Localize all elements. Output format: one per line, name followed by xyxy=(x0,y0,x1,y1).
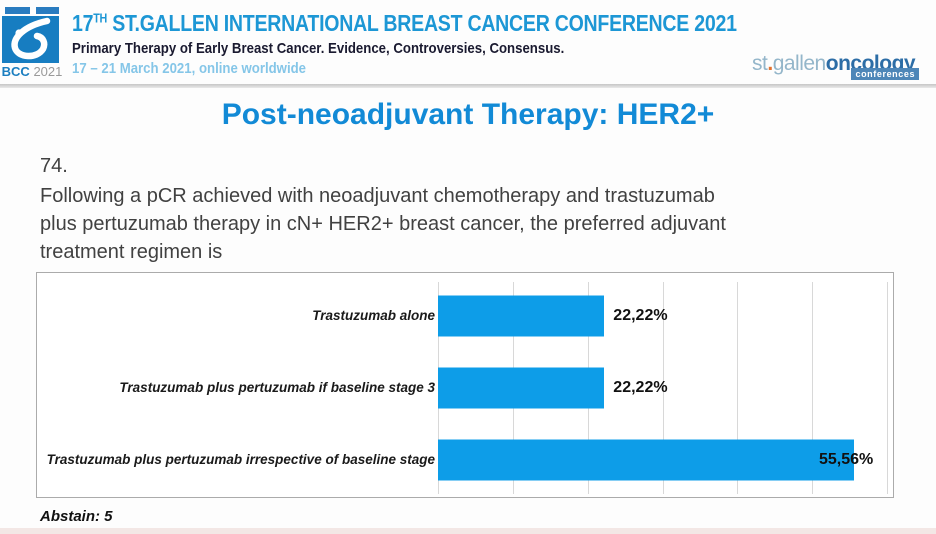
chart-row: Trastuzumab alone 22,22% xyxy=(37,280,893,352)
gridline xyxy=(737,282,739,494)
brand-conferences: conferences xyxy=(851,68,920,80)
stgallen-oncology-logo: st.gallenoncology conferences xyxy=(752,52,920,80)
gridline xyxy=(887,282,888,494)
chart-row: Trastuzumab plus pertuzumab irrespective… xyxy=(37,424,893,496)
gridline xyxy=(812,282,814,494)
brand-gallen: gallen xyxy=(772,52,827,75)
value-label: 55,56% xyxy=(819,451,874,468)
slide-title: Post-neoadjuvant Therapy: HER2+ xyxy=(221,98,715,131)
video-artifact xyxy=(0,528,936,534)
question-number: 74. xyxy=(40,155,68,177)
video-artifact xyxy=(5,7,30,14)
chart-row: Trastuzumab plus pertuzumab if baseline … xyxy=(37,352,893,424)
question-line: treatment regimen is xyxy=(40,241,223,263)
question-line: Following a pCR achieved with neoadjuvan… xyxy=(40,185,715,207)
swan-icon xyxy=(11,17,51,60)
bcc-label: BCC xyxy=(1,64,30,79)
conference-title: 17TH ST.GALLEN INTERNATIONAL BREAST CANC… xyxy=(72,10,737,36)
question-block: 74. Following a pCR achieved with neoadj… xyxy=(40,152,885,266)
category-label: Trastuzumab alone xyxy=(312,308,435,324)
bar xyxy=(438,367,605,409)
brand-st: st xyxy=(752,52,768,75)
bcc-logo xyxy=(2,16,59,63)
question-line: plus pertuzumab therapy in cN+ HER2+ bre… xyxy=(40,213,726,235)
poll-results-chart: Trastuzumab alone 22,22% Trastuzumab plus … xyxy=(36,272,894,498)
chart-rows: Trastuzumab alone 22,22% Trastuzumab plus … xyxy=(37,273,893,497)
conference-subtitle: Primary Therapy of Early Breast Cancer. … xyxy=(72,40,565,57)
bcc-year: 2021 xyxy=(33,64,63,79)
video-artifact xyxy=(36,7,59,14)
value-label: 22,22% xyxy=(613,379,668,396)
category-label: Trastuzumab plus pertuzumab irrespective… xyxy=(46,452,435,468)
category-label: Trastuzumab plus pertuzumab if baseline … xyxy=(119,380,435,396)
conference-header: 17TH ST.GALLEN INTERNATIONAL BREAST CANC… xyxy=(72,10,854,77)
header-divider xyxy=(0,84,936,88)
bar xyxy=(438,439,854,481)
brand-dot: . xyxy=(767,52,773,75)
gridline xyxy=(662,282,664,494)
bcc-logo-caption: BCC 2021 xyxy=(0,64,64,79)
value-label: 22,22% xyxy=(613,307,668,324)
conference-dates: 17 – 21 March 2021, online worldwide xyxy=(72,60,307,77)
bar xyxy=(438,295,605,337)
abstain-note: Abstain: 5 xyxy=(40,508,113,525)
